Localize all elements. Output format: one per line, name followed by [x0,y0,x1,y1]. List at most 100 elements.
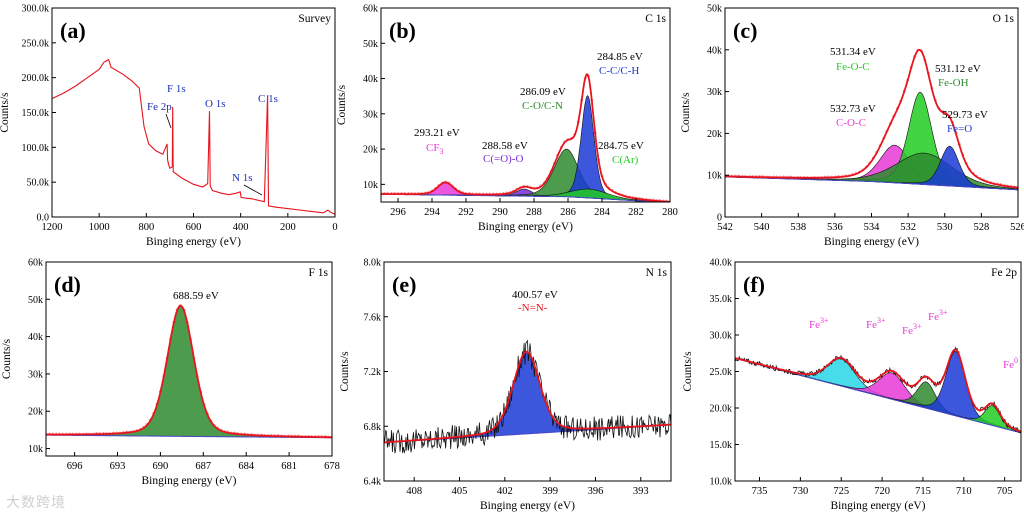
data-marker: * [651,198,655,206]
y-tick-label: 50k [363,39,378,50]
data-marker: * [782,175,786,183]
x-tick-label: 687 [195,461,211,472]
data-marker: * [186,320,190,328]
data-marker: * [737,174,741,182]
x-tick-label: 730 [792,486,808,497]
data-marker: * [754,174,758,182]
background-line [381,193,667,202]
data-marker: * [730,174,734,182]
data-marker: * [975,174,979,182]
data-marker: * [961,153,965,161]
panel-title: C 1s [645,13,666,25]
data-marker: * [892,113,896,121]
y-tick-label: 20k [363,145,378,156]
data-marker: * [112,431,116,439]
data-marker: * [809,175,813,183]
pointer-line [165,113,172,129]
data-marker: * [290,434,294,442]
data-marker: * [287,434,291,442]
data-marker: * [209,418,213,426]
panel-label: (f) [743,272,765,297]
data-marker: * [413,191,417,199]
data-marker: * [624,193,628,201]
x-tick-label: 399 [542,486,558,497]
data-marker: * [563,140,567,148]
data-marker: * [617,191,621,199]
data-marker: * [668,199,672,207]
data-marker: * [789,175,793,183]
data-marker: * [954,131,958,139]
data-marker: * [512,188,516,196]
peak-annotation: Fe3+ [866,316,886,331]
data-marker: * [253,432,257,440]
data-marker: * [260,433,264,441]
panel-title: Fe 2p [991,267,1017,279]
data-marker: * [162,373,166,381]
x-tick-label: 534 [864,222,881,233]
data-marker: * [644,197,648,205]
data-marker: * [420,191,424,199]
y-tick-label: 35.0k [710,294,733,305]
data-marker: * [761,174,765,182]
data-marker: * [159,389,163,397]
data-marker: * [593,131,597,139]
plot-area: ****************************************… [725,47,1018,193]
x-tick-label: 528 [974,222,990,233]
y-tick-label: 20k [707,129,722,140]
data-marker: * [44,432,48,440]
data-marker: * [389,191,393,199]
data-marker: * [78,431,82,439]
y-tick-label: 7.6k [364,312,382,323]
x-tick-label: 0 [332,222,337,233]
data-marker: * [249,432,253,440]
data-marker: * [505,191,509,199]
peak-annotation: Fe-O-C [836,61,870,73]
plot-frame [380,7,671,203]
data-marker: * [206,412,210,420]
data-marker: * [474,192,478,200]
x-tick-label: 536 [827,222,843,233]
data-marker: * [792,175,796,183]
plot-frame [51,7,336,218]
data-marker: * [958,142,962,150]
data-marker: * [464,191,468,199]
x-axis-label: Binging energy (eV) [831,500,926,512]
data-marker: * [940,109,944,117]
data-marker: * [303,434,307,442]
data-marker: * [627,194,631,202]
panel-b: * * * * * * * * * * * * * * * * * * * * * * * * * * * * * * * * * * * * * * * *… [336,4,678,234]
data-marker: * [386,191,390,199]
data-marker: * [906,77,910,85]
data-marker: * [899,98,903,106]
peak-annotation: 532.73 eV [830,103,876,115]
data-marker: * [909,65,913,73]
data-marker: * [604,182,608,190]
fit-envelope [725,49,1018,189]
panel-title: N 1s [646,267,668,279]
x-tick-label: 681 [281,461,297,472]
data-marker: * [889,121,893,129]
y-tick-label: 40.0k [710,258,733,269]
data-marker: * [847,173,851,181]
data-marker: * [665,199,669,207]
data-marker: * [631,195,635,203]
x-tick-label: 720 [874,486,890,497]
x-tick-label: 396 [588,486,604,497]
data-marker: * [648,197,652,205]
panel-a: F 1s Fe 2p O 1s C 1s N 1s 1200 1000 800 600 400 20… [0,4,338,249]
data-marker: * [778,175,782,183]
data-marker: * [573,132,577,140]
y-tick-label: 50.0k [27,178,50,189]
data-marker: * [403,191,407,199]
data-marker: * [1009,184,1013,192]
data-marker: * [219,428,223,436]
x-tick-label: 678 [324,461,340,472]
data-marker: * [51,432,55,440]
data-marker: * [485,192,489,200]
data-marker: * [590,98,594,106]
data-marker: * [488,192,492,200]
data-marker: * [276,433,280,441]
data-marker: * [813,175,817,183]
plot-frame [734,261,1022,482]
x-tick-label: 288 [526,207,542,218]
